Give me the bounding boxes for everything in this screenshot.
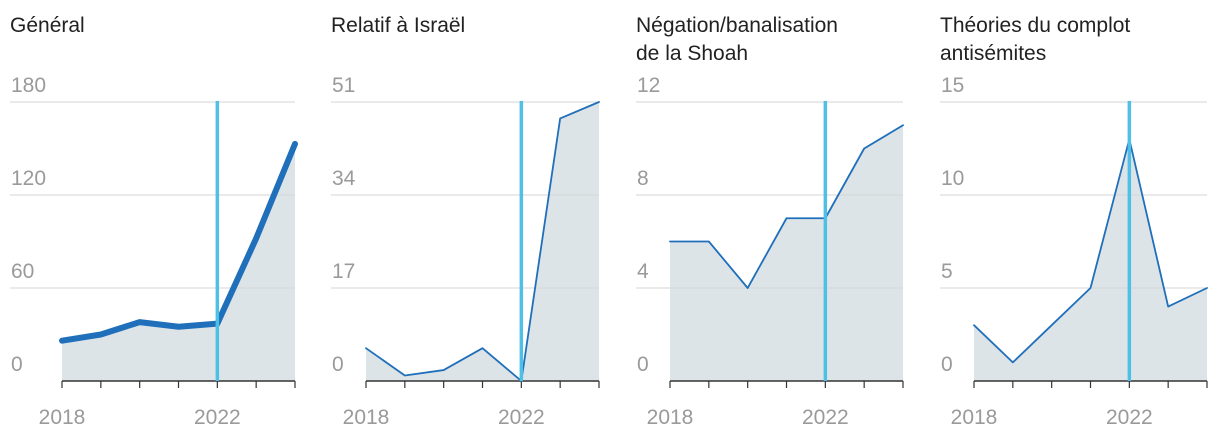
panel-title-complot-line-1: Théories du complot bbox=[940, 14, 1131, 37]
panel-2-xtick-label: 2018 bbox=[343, 406, 390, 429]
panel-2-ytick-label: 17 bbox=[332, 260, 355, 283]
panel-title-shoah-line-1: Négation/banalisation bbox=[636, 14, 838, 37]
panel-4-series-line bbox=[973, 138, 1208, 364]
panel-4-area bbox=[974, 139, 1207, 381]
panel-3-ytick-label: 8 bbox=[637, 167, 649, 190]
panel-title-shoah-line-2: de la Shoah bbox=[636, 42, 749, 65]
panel-4-ytick-label: 10 bbox=[941, 167, 964, 190]
panel-3-area bbox=[670, 125, 903, 381]
panel-4-xtick-label: 2022 bbox=[1106, 406, 1153, 429]
panel-title-complot: Théories du complot antisémites bbox=[940, 12, 1130, 68]
panel-1-ytick-label: 0 bbox=[11, 353, 23, 376]
panel-2-ytick-label: 0 bbox=[332, 353, 344, 376]
panel-title-complot-line-2: antisémites bbox=[940, 42, 1047, 65]
panel-3-series-line bbox=[669, 124, 904, 289]
panel-title-general: Général bbox=[10, 14, 85, 37]
panel-3-ytick-label: 4 bbox=[637, 260, 649, 283]
panel-3-xtick-label: 2022 bbox=[802, 406, 849, 429]
panel-2-ytick-label: 34 bbox=[332, 167, 356, 190]
panel-4-xtick-label: 2018 bbox=[951, 406, 998, 429]
panel-1-area bbox=[62, 143, 295, 381]
panel-1-xtick-label: 2022 bbox=[194, 406, 241, 429]
panel-4-ytick-label: 0 bbox=[941, 353, 953, 376]
panel-1-ytick-label: 180 bbox=[11, 74, 46, 97]
panel-1-xtick-label: 2018 bbox=[39, 406, 86, 429]
panel-4-ytick-label: 15 bbox=[941, 74, 964, 97]
panel-3-xtick-label: 2018 bbox=[647, 406, 694, 429]
panel-title-shoah: Négation/banalisation de la Shoah bbox=[636, 12, 838, 68]
panel-1-series-line bbox=[59, 140, 298, 344]
panel-2-xtick-label: 2022 bbox=[498, 406, 545, 429]
panel-2-ytick-label: 51 bbox=[332, 74, 355, 97]
panel-1-ytick-label: 120 bbox=[11, 167, 46, 190]
panel-3-ytick-label: 12 bbox=[637, 74, 660, 97]
panel-4-ytick-label: 5 bbox=[941, 260, 953, 283]
panel-3-ytick-label: 0 bbox=[637, 353, 649, 376]
panel-2-area bbox=[366, 102, 599, 381]
panel-1-ytick-label: 60 bbox=[11, 260, 34, 283]
panel-title-israel: Relatif à Israël bbox=[331, 14, 466, 37]
panel-2-series-line bbox=[365, 101, 600, 382]
